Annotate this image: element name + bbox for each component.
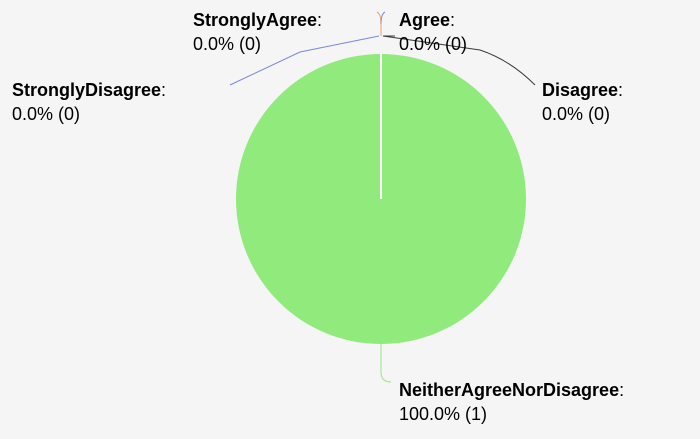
label-agree-name: Agree	[399, 10, 451, 30]
label-agree-value: 0.0% (0)	[399, 34, 468, 54]
label-strongly-agree-value: 0.0% (0)	[193, 34, 262, 54]
label-neither-name: NeitherAgreeNorDisagree	[399, 380, 620, 400]
connector-disagree	[382, 35, 536, 86]
connectors-layer	[229, 11, 536, 383]
label-neither-agree-nor-disagree: NeitherAgreeNorDisagree: 100.0% (1)	[399, 380, 625, 424]
label-neither-value: 100.0% (1)	[399, 404, 488, 424]
label-strongly-agree-name: StronglyAgree	[193, 10, 318, 30]
label-strongly-disagree-value: 0.0% (0)	[12, 104, 81, 124]
label-strongly-disagree-name: StronglyDisagree	[12, 80, 162, 100]
label-agree: Agree: 0.0% (0)	[399, 10, 468, 54]
connector-neither	[380, 344, 392, 383]
label-disagree-value: 0.0% (0)	[542, 104, 611, 124]
label-strongly-disagree: StronglyDisagree: 0.0% (0)	[12, 80, 167, 124]
slices-layer	[236, 54, 526, 344]
label-disagree: Disagree: 0.0% (0)	[542, 80, 624, 124]
connector-strongly-agree	[376, 11, 382, 36]
label-disagree-name: Disagree	[542, 80, 619, 100]
connector-strongly-agree-2	[380, 11, 386, 25]
connector-strongly-disagree	[229, 35, 380, 86]
label-strongly-agree: StronglyAgree: 0.0% (0)	[193, 10, 323, 54]
